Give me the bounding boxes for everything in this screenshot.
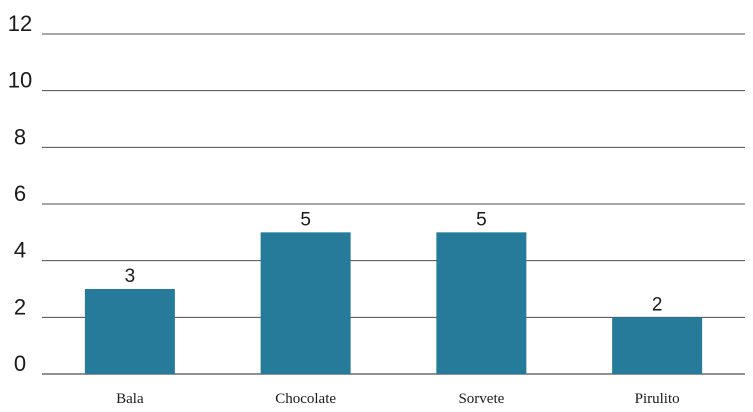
x-axis-ticks: Bala Chocolate Sorvete Pirulito	[116, 391, 680, 407]
bar-sorvete	[436, 232, 527, 374]
x-tick-label-chocolate: Chocolate	[275, 391, 336, 407]
bar-pirulito	[612, 317, 703, 374]
x-tick-label-bala: Bala	[116, 391, 144, 407]
y-tick-label-4: 4	[14, 238, 26, 263]
data-label-bala: 3	[125, 266, 136, 287]
x-tick-label-sorvete: Sorvete	[458, 391, 504, 407]
y-axis-ticks: 0 2 4 6 8 10 12	[8, 11, 32, 376]
y-tick-label-8: 8	[14, 124, 26, 149]
y-tick-label-10: 10	[8, 68, 32, 93]
x-tick-label-pirulito: Pirulito	[635, 391, 680, 407]
data-label-chocolate: 5	[300, 209, 311, 230]
y-tick-label-2: 2	[14, 294, 26, 319]
y-tick-label-0: 0	[14, 351, 26, 376]
bar-bala	[84, 289, 175, 374]
bars	[84, 232, 703, 374]
y-tick-label-12: 12	[8, 11, 32, 36]
data-label-pirulito: 2	[652, 294, 663, 315]
y-tick-label-6: 6	[14, 181, 26, 206]
data-label-sorvete: 5	[476, 209, 487, 230]
data-labels: 3 5 5 2	[125, 209, 663, 315]
bar-chocolate	[260, 232, 351, 374]
